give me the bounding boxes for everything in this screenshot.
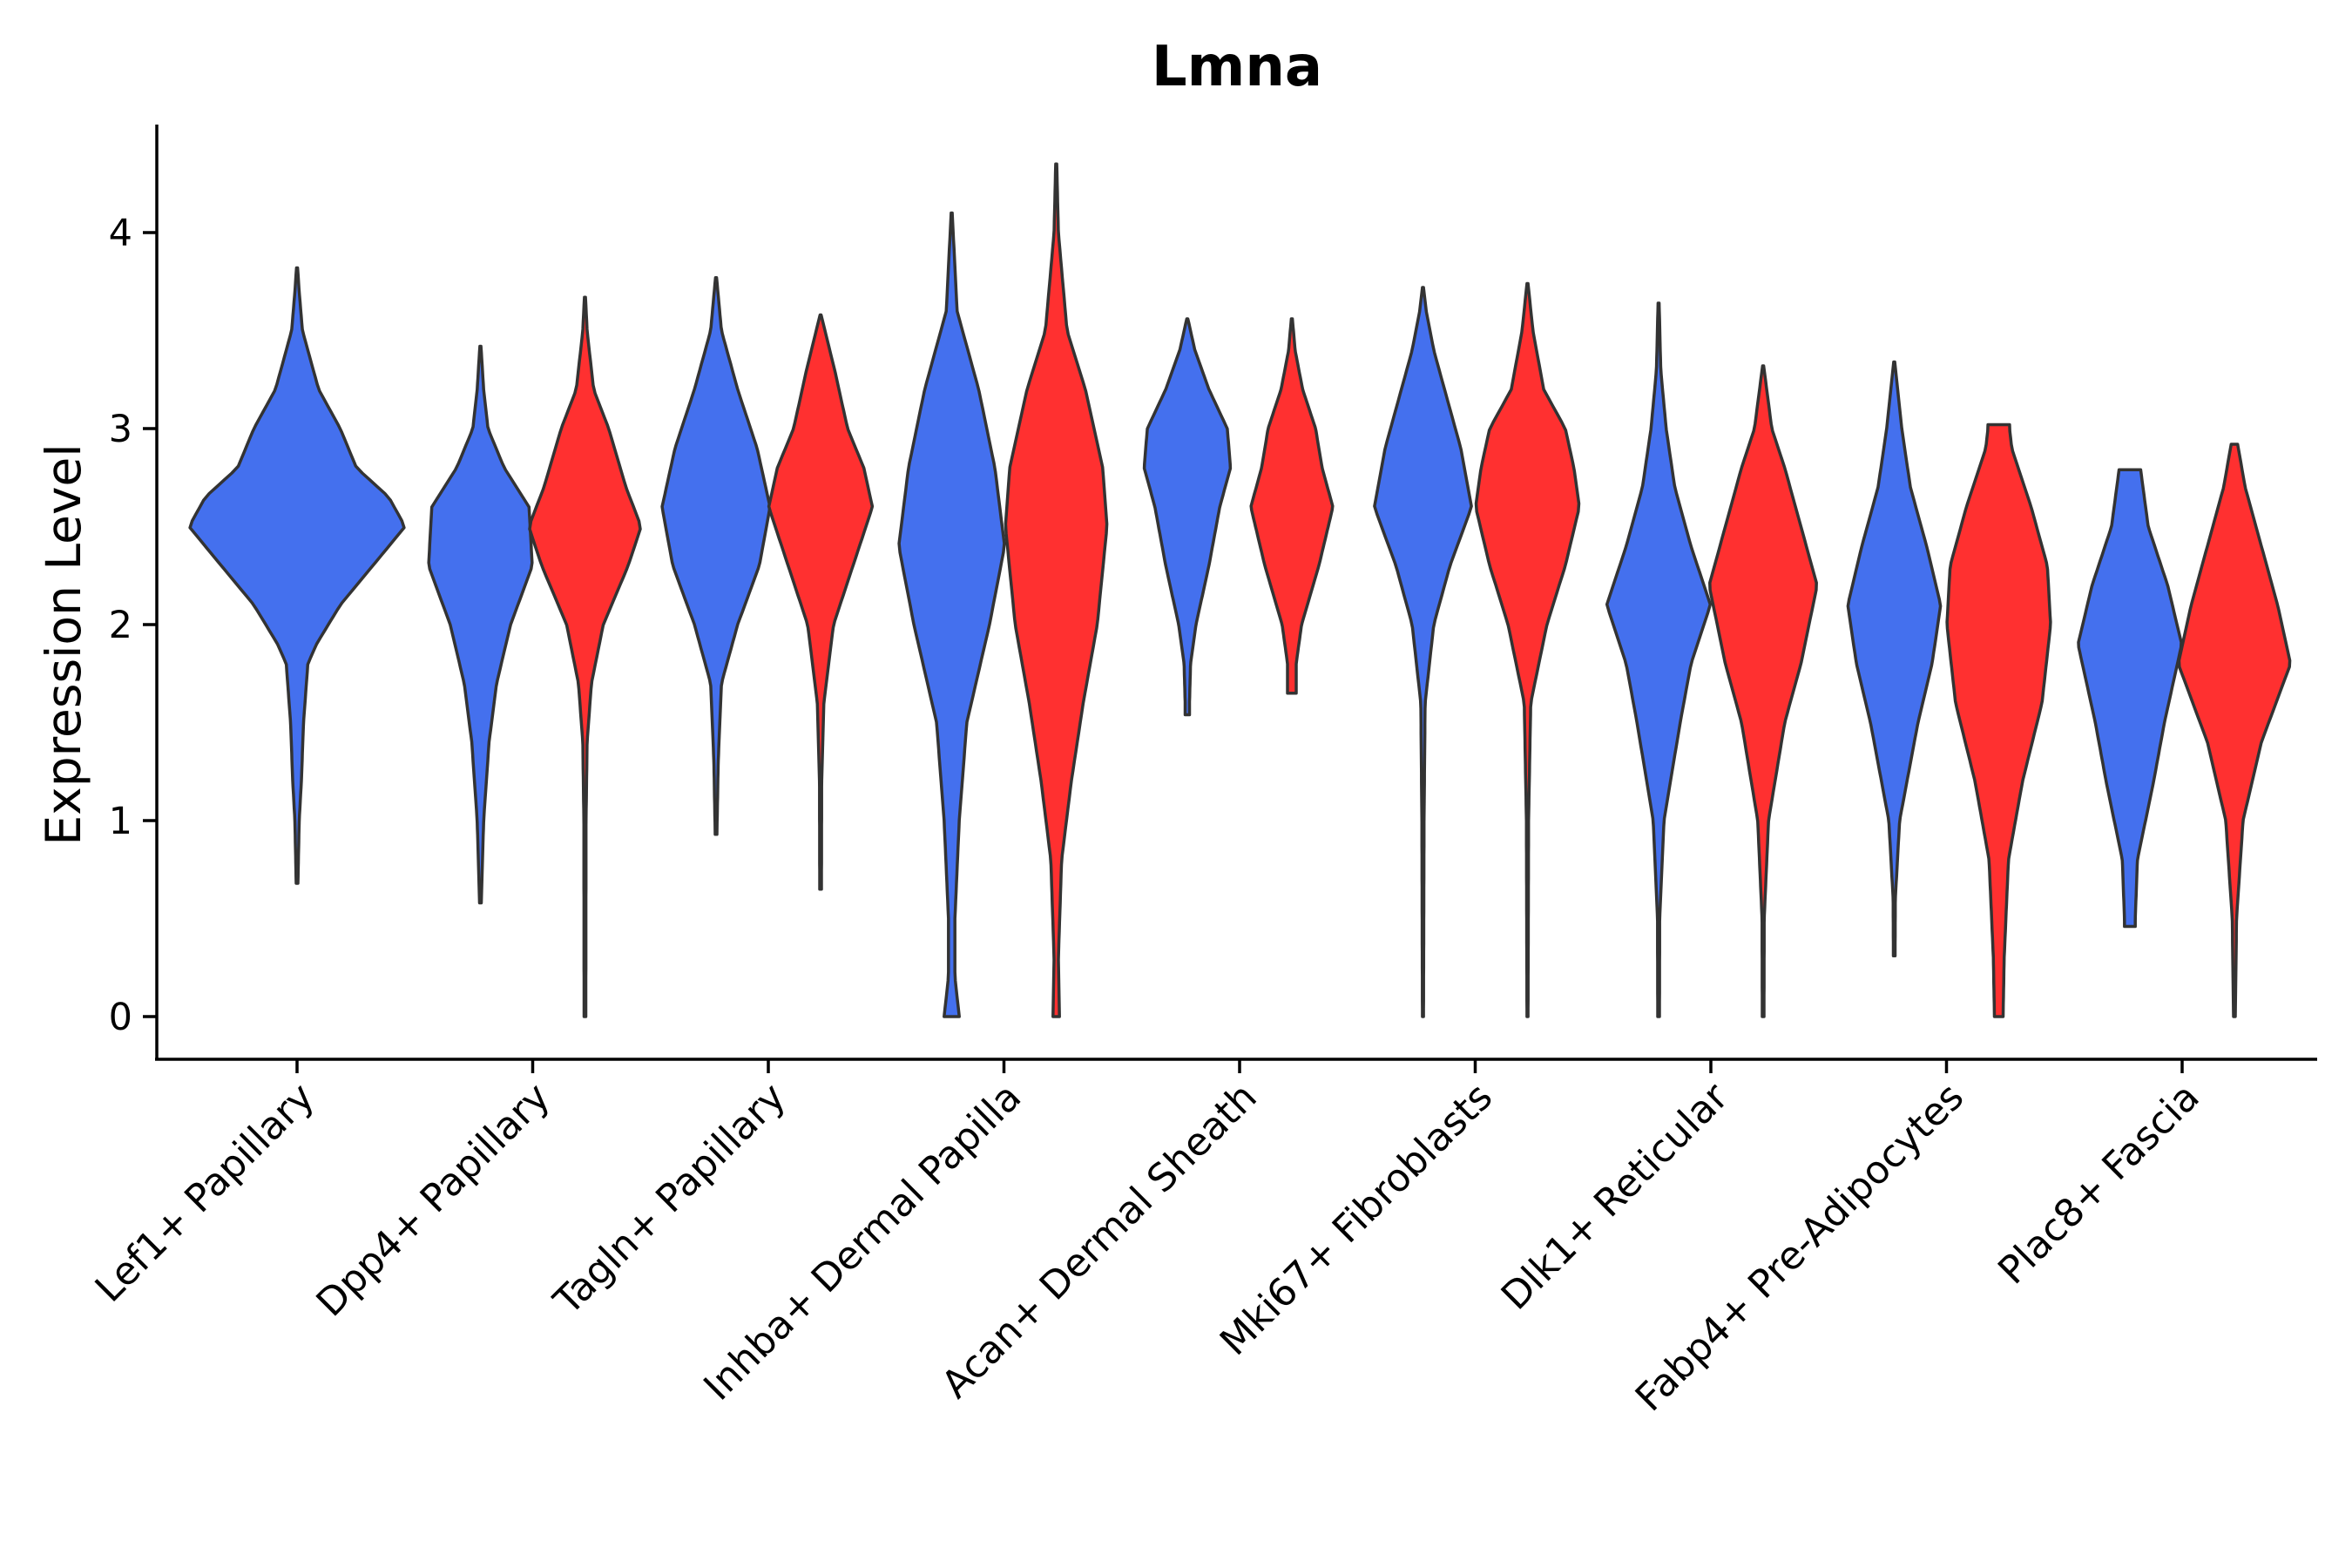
chart-title: Lmna [1152,35,1322,99]
y-tick-label: 3 [109,408,132,451]
violin-blue-4 [1142,317,1233,717]
violin-red-3 [1004,162,1109,1018]
x-tick-label: Dlk1+ Reticular [1493,1074,1738,1319]
violin-red-4 [1249,317,1335,695]
violin-blue-6 [1605,301,1713,1018]
x-tick-label: Mki67+ Fibroblasts [1212,1075,1501,1364]
x-tick-label: Plac8+ Fascia [1990,1075,2208,1294]
violin-blue-8 [2077,468,2183,929]
axes [155,125,2317,1061]
violin-red-2 [767,313,875,891]
y-tick-label: 4 [109,212,132,255]
y-tick-label: 2 [109,604,132,647]
violin-red-1 [528,295,642,1018]
y-ticks: 0 1 2 3 4 [109,212,157,1039]
y-tick-label: 1 [109,800,132,843]
violin-blue-5 [1373,286,1473,1018]
violin-blue-2 [660,276,772,836]
violin-blue-0 [188,266,406,885]
violin-red-5 [1474,281,1581,1018]
x-tick-label: Tagln+ Papillary [545,1075,794,1324]
violins-layer [188,162,2292,1018]
violin-red-7 [1945,422,2052,1018]
violin-blue-3 [897,211,1006,1018]
x-tick-label: Dpp4+ Papillary [308,1075,559,1326]
y-axis-label: Expression Level [36,443,91,845]
x-tick-label: Lef1+ Papillary [87,1075,323,1311]
violin-red-6 [1708,364,1818,1018]
violin-red-8 [2177,443,2292,1018]
violin-blue-1 [427,344,534,905]
violin-blue-7 [1846,360,1943,958]
y-tick-label: 0 [109,996,132,1039]
